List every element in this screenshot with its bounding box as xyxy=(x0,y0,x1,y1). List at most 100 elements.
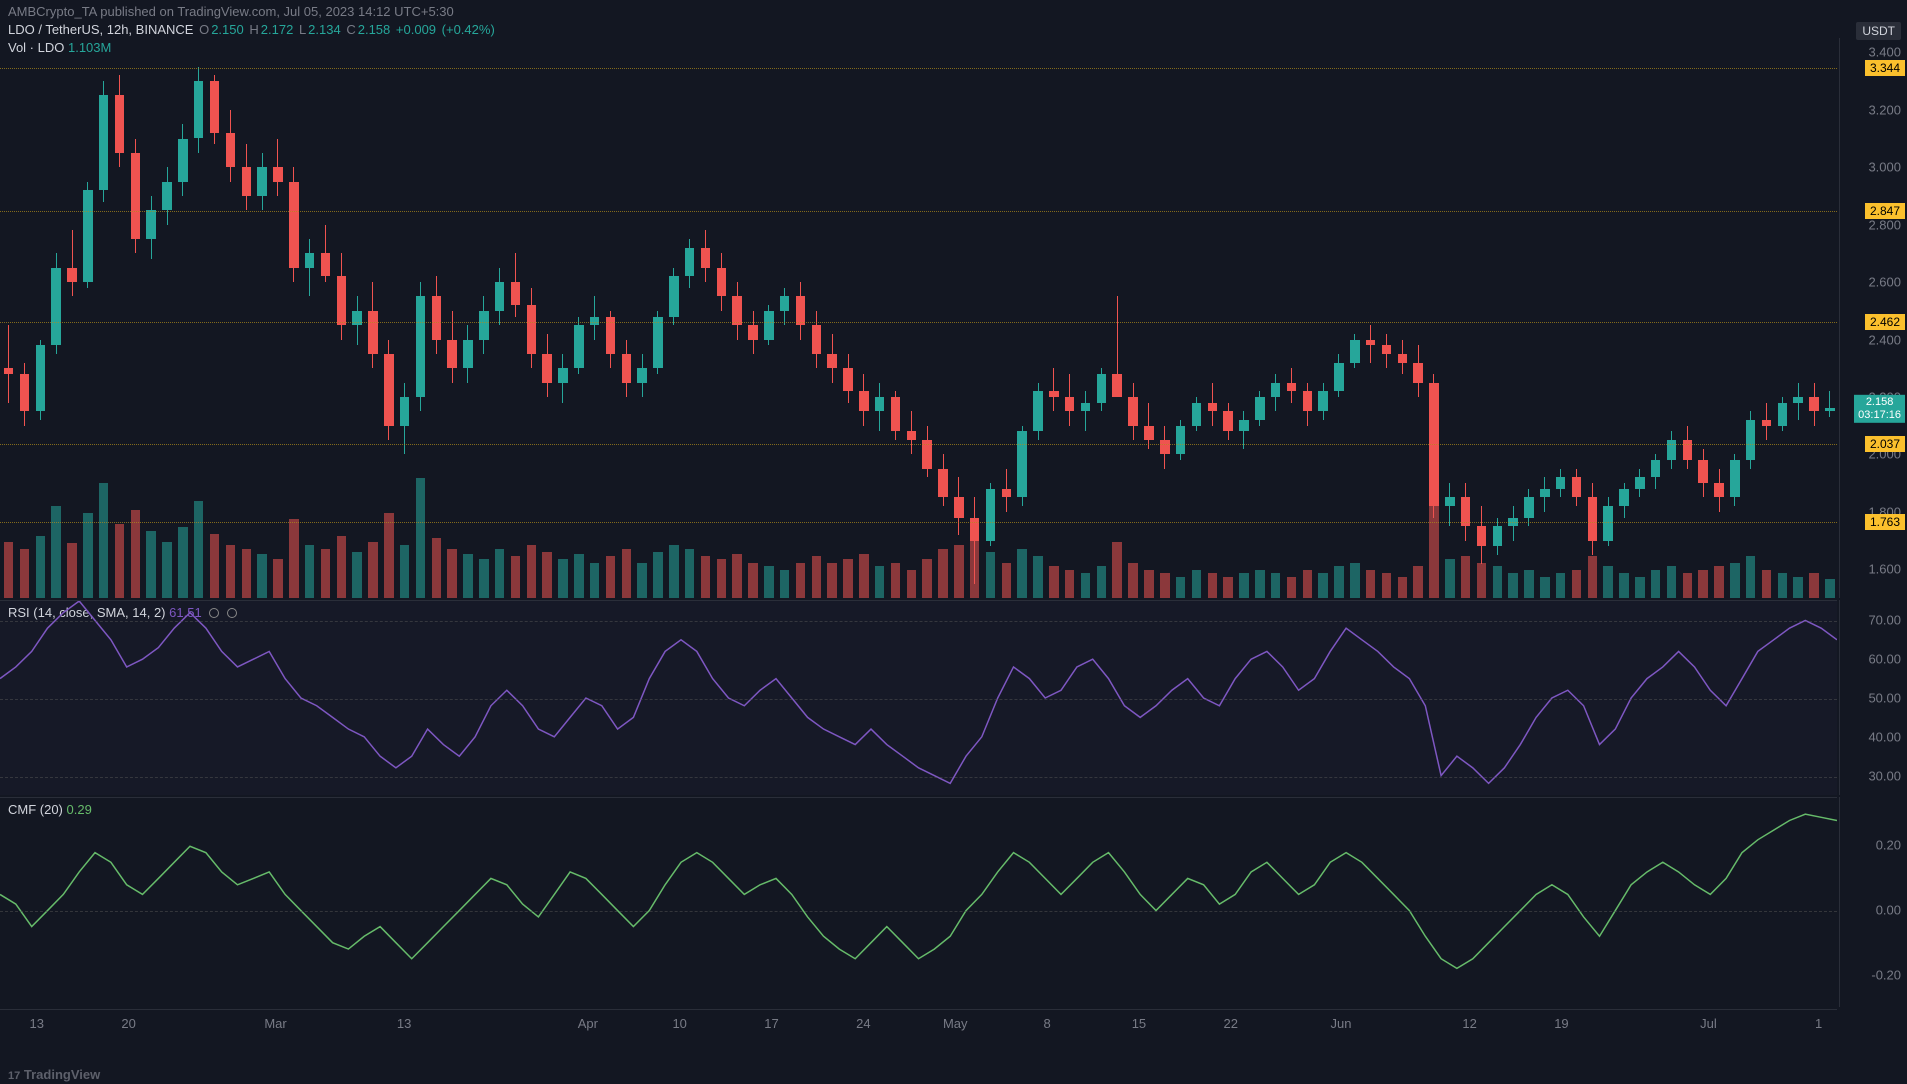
rsi-tick: 70.00 xyxy=(1868,612,1901,627)
volume-bar xyxy=(1603,566,1613,598)
ohlc-close-label: C xyxy=(346,22,355,37)
time-tick: 13 xyxy=(30,1016,44,1031)
volume-bar xyxy=(1382,573,1392,598)
attribution-text: AMBCrypto_TA published on TradingView.co… xyxy=(8,4,454,19)
price-tick: 1.600 xyxy=(1868,562,1901,577)
volume-bar xyxy=(1049,566,1059,598)
volume-bar xyxy=(1223,577,1233,598)
ohlc-low-label: L xyxy=(299,22,306,37)
support-resistance-line xyxy=(0,444,1837,445)
volume-bar xyxy=(479,559,489,598)
volume-bar xyxy=(574,554,584,598)
volume-bar xyxy=(1350,563,1360,598)
volume-bar xyxy=(368,542,378,598)
volume-bar xyxy=(843,559,853,598)
volume-bar xyxy=(242,549,252,598)
volume-bar xyxy=(1271,573,1281,598)
price-level-label: 2.462 xyxy=(1865,314,1905,330)
cmf-hline xyxy=(0,911,1837,912)
volume-bar xyxy=(1112,542,1122,598)
volume-bar xyxy=(970,519,980,598)
volume-bar xyxy=(891,563,901,598)
ohlc-low: 2.134 xyxy=(308,22,341,37)
rsi-tick: 50.00 xyxy=(1868,690,1901,705)
price-level-label: 2.847 xyxy=(1865,203,1905,219)
volume-bar xyxy=(210,534,220,598)
cmf-line xyxy=(0,798,1837,1007)
ohlc-open-label: O xyxy=(199,22,209,37)
volume-bar xyxy=(717,559,727,598)
price-tick: 2.800 xyxy=(1868,217,1901,232)
volume-bar xyxy=(511,556,521,598)
volume-bar xyxy=(1556,573,1566,598)
price-tick: 3.200 xyxy=(1868,102,1901,117)
volume-bar xyxy=(1017,549,1027,598)
volume-bar xyxy=(701,556,711,598)
volume-bar xyxy=(226,545,236,598)
volume-bar xyxy=(558,559,568,598)
volume-bar xyxy=(527,545,537,598)
time-tick: 12 xyxy=(1462,1016,1476,1031)
time-tick: Apr xyxy=(578,1016,598,1031)
volume-bar xyxy=(1065,570,1075,598)
watermark-text: TradingView xyxy=(24,1067,100,1082)
time-tick: 1 xyxy=(1815,1016,1822,1031)
volume-bar xyxy=(590,563,600,598)
volume-bar xyxy=(622,549,632,598)
volume-bar xyxy=(1287,577,1297,598)
price-tick: 3.400 xyxy=(1868,45,1901,60)
time-tick: 15 xyxy=(1132,1016,1146,1031)
cmf-panel[interactable]: CMF (20) 0.29 xyxy=(0,797,1837,1007)
price-chart[interactable] xyxy=(0,38,1837,598)
volume-bar xyxy=(1683,573,1693,598)
volume-bar xyxy=(812,556,822,598)
volume-bar xyxy=(162,542,172,598)
volume-bar xyxy=(416,478,426,598)
support-resistance-line xyxy=(0,211,1837,212)
volume-bar xyxy=(1445,559,1455,598)
symbol-text: LDO / TetherUS, 12h, BINANCE xyxy=(8,22,193,37)
rsi-panel[interactable]: RSI (14, close, SMA, 14, 2) 61.51 xyxy=(0,600,1837,795)
cmf-axis[interactable]: 0.200.00-0.20 xyxy=(1839,797,1907,1007)
volume-bar xyxy=(463,554,473,598)
volume-bar xyxy=(1318,573,1328,598)
support-resistance-line xyxy=(0,68,1837,69)
volume-bar xyxy=(1429,501,1439,598)
volume-bar xyxy=(1667,566,1677,598)
price-axis[interactable]: 3.4003.2003.0002.8002.6002.4002.2002.000… xyxy=(1839,38,1907,598)
volume-bar xyxy=(859,554,869,598)
volume-bar xyxy=(447,549,457,598)
time-tick: 8 xyxy=(1043,1016,1050,1031)
volume-bar xyxy=(637,563,647,598)
volume-bar xyxy=(67,543,77,598)
ohlc-high-label: H xyxy=(249,22,258,37)
time-tick: May xyxy=(943,1016,968,1031)
rsi-axis[interactable]: 70.0060.0050.0040.0030.00 xyxy=(1839,600,1907,795)
volume-bar xyxy=(1540,577,1550,598)
ticker-info: LDO / TetherUS, 12h, BINANCE O2.150 H2.1… xyxy=(8,22,497,37)
current-price-label: 2.15803:17:16 xyxy=(1854,395,1905,423)
price-tick: 2.400 xyxy=(1868,332,1901,347)
time-axis[interactable]: 1320Mar13Apr101724May81522Jun1219Jul1 xyxy=(0,1009,1837,1039)
volume-bar xyxy=(1762,570,1772,598)
time-tick: 17 xyxy=(764,1016,778,1031)
rsi-hline xyxy=(0,777,1837,778)
support-resistance-line xyxy=(0,322,1837,323)
volume-bar xyxy=(495,549,505,598)
volume-bar xyxy=(1588,556,1598,598)
price-level-label: 3.344 xyxy=(1865,60,1905,76)
volume-bar xyxy=(986,552,996,598)
volume-bar xyxy=(1746,556,1756,598)
price-level-label: 2.037 xyxy=(1865,436,1905,452)
volume-bar xyxy=(1508,573,1518,598)
volume-bar xyxy=(1208,573,1218,598)
volume-bar xyxy=(1128,563,1138,598)
time-tick: Mar xyxy=(264,1016,286,1031)
volume-bar xyxy=(1825,579,1835,598)
volume-bar xyxy=(305,545,315,598)
volume-bar xyxy=(1651,570,1661,598)
volume-bar xyxy=(1160,573,1170,598)
ohlc-close: 2.158 xyxy=(358,22,391,37)
volume-bar xyxy=(827,563,837,598)
volume-bar xyxy=(1176,577,1186,598)
